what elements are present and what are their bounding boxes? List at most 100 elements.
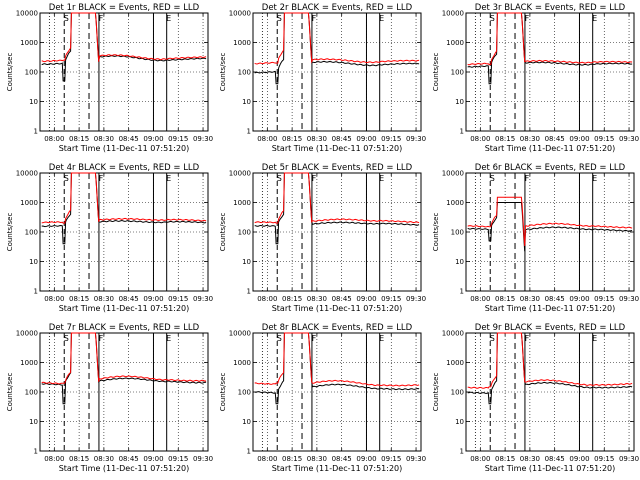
y-axis-label: Counts/sec xyxy=(432,53,440,92)
x-tick-label: 08:00 xyxy=(44,295,64,303)
x-tick-label: 09:00 xyxy=(356,295,376,303)
x-tick-label: 09:00 xyxy=(143,295,163,303)
y-tick-label: 10000 xyxy=(442,10,464,18)
lld-series-line xyxy=(254,172,420,224)
detector-panel-4: Det 4r BLACK = Events, RED = LLD 08:00 08:… xyxy=(0,160,213,320)
x-tick-label: 08:15 xyxy=(69,295,89,303)
x-tick-label: 08:45 xyxy=(119,295,139,303)
events-series-line xyxy=(41,332,207,405)
y-tick-label: 10000 xyxy=(16,330,38,338)
detector-panel-3: Det 3r BLACK = Events, RED = LLD 08:00 08:… xyxy=(426,0,639,160)
x-tick-label: 09:30 xyxy=(193,135,213,143)
y-tick-label: 1 xyxy=(460,288,464,296)
marker-label-f: F xyxy=(99,334,104,343)
marker-label-s: S xyxy=(490,14,495,23)
lld-series-line xyxy=(254,332,420,387)
marker-label-s: S xyxy=(277,14,282,23)
x-tick-label: 08:30 xyxy=(94,135,114,143)
y-tick-label: 1 xyxy=(247,448,251,456)
lld-series-line xyxy=(467,12,633,66)
x-tick-label: 08:30 xyxy=(520,455,540,463)
marker-label-e: E xyxy=(592,174,597,183)
lld-series-line xyxy=(467,196,633,247)
marker-label-s: S xyxy=(64,174,69,183)
marker-label-e: E xyxy=(592,334,597,343)
y-tick-label: 1 xyxy=(247,128,251,136)
y-tick-label: 1000 xyxy=(20,359,38,367)
plot-title: Det 3r BLACK = Events, RED = LLD xyxy=(475,3,626,13)
x-tick-label: 08:30 xyxy=(307,295,327,303)
y-tick-label: 10000 xyxy=(16,10,38,18)
x-tick-label: 08:00 xyxy=(470,295,490,303)
x-tick-label: 09:15 xyxy=(168,455,188,463)
plot-title: Det 8r BLACK = Events, RED = LLD xyxy=(262,323,413,333)
y-tick-label: 1 xyxy=(247,288,251,296)
x-tick-label: 08:30 xyxy=(307,135,327,143)
x-tick-label: 09:15 xyxy=(381,455,401,463)
x-tick-label: 09:00 xyxy=(143,455,163,463)
y-tick-label: 10 xyxy=(29,258,38,266)
x-axis-label: Start Time (11-Dec-11 07:51:20) xyxy=(272,304,403,313)
marker-label-f: F xyxy=(525,14,530,23)
y-tick-label: 100 xyxy=(25,389,38,397)
x-tick-label: 08:00 xyxy=(470,135,490,143)
detector-panel-8: Det 8r BLACK = Events, RED = LLD 08:00 08:… xyxy=(213,320,426,480)
detector-panel-2: Det 2r BLACK = Events, RED = LLD 08:00 08:… xyxy=(213,0,426,160)
x-tick-label: 08:15 xyxy=(495,135,515,143)
x-tick-label: 09:00 xyxy=(569,455,589,463)
x-axis-label: Start Time (11-Dec-11 07:51:20) xyxy=(485,144,616,153)
marker-label-e: E xyxy=(166,334,171,343)
x-tick-label: 08:30 xyxy=(520,135,540,143)
x-tick-label: 08:15 xyxy=(282,295,302,303)
x-tick-label: 08:30 xyxy=(520,295,540,303)
marker-label-f: F xyxy=(312,174,317,183)
marker-label-f: F xyxy=(525,174,530,183)
x-axis-label: Start Time (11-Dec-11 07:51:20) xyxy=(485,464,616,473)
x-axis-label: Start Time (11-Dec-11 07:51:20) xyxy=(272,464,403,473)
plot-title: Det 6r BLACK = Events, RED = LLD xyxy=(475,163,626,173)
marker-label-s: S xyxy=(64,14,69,23)
y-axis-label: Counts/sec xyxy=(432,213,440,252)
x-tick-label: 08:00 xyxy=(257,295,277,303)
marker-label-s: S xyxy=(277,334,282,343)
x-tick-label: 09:00 xyxy=(356,455,376,463)
y-tick-label: 100 xyxy=(238,69,251,77)
x-tick-label: 08:15 xyxy=(282,455,302,463)
x-tick-label: 08:45 xyxy=(545,295,565,303)
panel-plot-svg: Det 8r BLACK = Events, RED = LLD 08:00 08:… xyxy=(219,323,426,473)
y-tick-label: 10000 xyxy=(229,10,251,18)
x-tick-label: 08:00 xyxy=(470,455,490,463)
detector-panel-5: Det 5r BLACK = Events, RED = LLD 08:00 08:… xyxy=(213,160,426,320)
x-tick-label: 08:15 xyxy=(495,295,515,303)
y-tick-label: 1 xyxy=(34,448,38,456)
marker-label-s: S xyxy=(277,174,282,183)
y-tick-label: 10 xyxy=(455,418,464,426)
panel-plot-svg: Det 5r BLACK = Events, RED = LLD 08:00 08:… xyxy=(219,163,426,313)
x-tick-label: 09:00 xyxy=(356,135,376,143)
y-axis-label: Counts/sec xyxy=(6,373,14,412)
marker-label-s: S xyxy=(490,334,495,343)
y-tick-label: 1000 xyxy=(233,39,251,47)
x-axis-label: Start Time (11-Dec-11 07:51:20) xyxy=(59,304,190,313)
x-tick-label: 08:00 xyxy=(44,455,64,463)
x-tick-label: 09:15 xyxy=(168,295,188,303)
x-tick-label: 08:00 xyxy=(257,135,277,143)
marker-label-s: S xyxy=(490,174,495,183)
marker-label-f: F xyxy=(99,14,104,23)
marker-label-e: E xyxy=(379,334,384,343)
x-tick-label: 08:30 xyxy=(94,295,114,303)
y-tick-label: 10 xyxy=(29,98,38,106)
marker-label-e: E xyxy=(166,174,171,183)
plot-title: Det 5r BLACK = Events, RED = LLD xyxy=(262,163,413,173)
panel-plot-svg: Det 9r BLACK = Events, RED = LLD 08:00 08:… xyxy=(432,323,639,473)
events-series-line xyxy=(41,12,207,82)
y-tick-label: 1 xyxy=(34,128,38,136)
x-axis-label: Start Time (11-Dec-11 07:51:20) xyxy=(59,464,190,473)
y-tick-label: 1000 xyxy=(20,199,38,207)
y-tick-label: 1 xyxy=(460,128,464,136)
lld-series-line xyxy=(467,332,633,389)
x-tick-label: 08:00 xyxy=(257,455,277,463)
events-series-line xyxy=(467,332,633,405)
x-tick-label: 09:15 xyxy=(594,135,614,143)
